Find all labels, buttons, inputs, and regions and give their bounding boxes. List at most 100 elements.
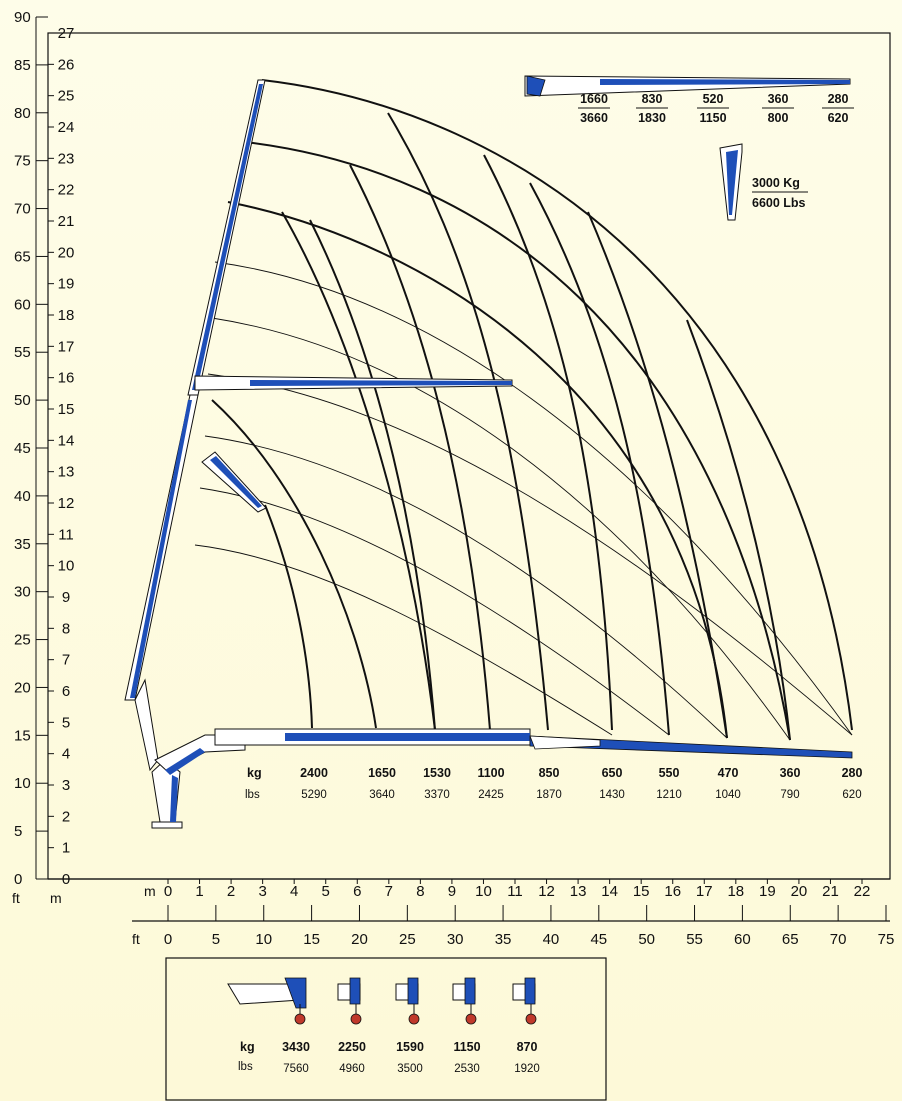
- m-tick-label: 13: [58, 464, 75, 481]
- main-kg-value: 1530: [423, 766, 451, 780]
- m-tick-label: 6: [62, 683, 70, 700]
- height-arc: [214, 261, 853, 736]
- winch-icon: [719, 143, 743, 221]
- height-arc: [211, 317, 791, 741]
- hook-icon: [525, 1013, 537, 1025]
- m-tick-label: 14: [58, 432, 75, 449]
- main-kg-value: 550: [659, 766, 680, 780]
- main-lbs-value: 1870: [536, 789, 562, 801]
- short-boom-angled: [201, 451, 267, 513]
- m-tick-label: 22: [58, 182, 75, 199]
- envelope-arc: [244, 141, 791, 741]
- hook-icon: [350, 1013, 362, 1025]
- jib-kg-value: 830: [642, 92, 663, 106]
- inset-crane-icon: [337, 977, 362, 1025]
- height-arc: [199, 487, 670, 736]
- ft-tick-label: 80: [14, 105, 31, 122]
- m-tick-label: 10: [58, 558, 75, 575]
- bottom-ft-tick-label: 55: [686, 931, 703, 948]
- inset-lbs-label: lbs: [238, 1061, 253, 1073]
- main-kg-value: 470: [718, 766, 739, 780]
- m-tick-label: 21: [58, 213, 75, 230]
- m-tick-label: 4: [62, 746, 70, 763]
- jib-kg-value: 1660: [580, 92, 608, 106]
- main-kg-label: kg: [247, 766, 262, 780]
- reach-line: [211, 399, 377, 729]
- left-ft-unit: ft: [12, 890, 20, 906]
- bottom-ft-tick-label: 35: [495, 931, 512, 948]
- main-lbs-value: 1040: [715, 789, 741, 801]
- m-tick-label: 27: [58, 25, 75, 42]
- bottom-m-tick-label: 11: [507, 883, 523, 900]
- inset-lbs-value: 2530: [454, 1063, 480, 1075]
- bottom-ft-tick-label: 45: [590, 931, 607, 948]
- winch-lbs: 6600 Lbs: [752, 196, 806, 210]
- main-lbs-value: 2425: [478, 789, 504, 801]
- m-tick-label: 9: [62, 589, 70, 606]
- bottom-m-tick-label: 18: [727, 883, 744, 900]
- reach-line: [529, 182, 670, 736]
- hook-icon: [465, 1013, 477, 1025]
- ft-tick-label: 45: [14, 440, 31, 457]
- bottom-ft-tick-label: 50: [638, 931, 655, 948]
- bottom-ft-tick-label: 20: [351, 931, 368, 948]
- m-tick-label: 20: [58, 244, 75, 261]
- jib-lbs-value: 3660: [580, 111, 608, 125]
- main-capacity-labels: 2400 5290 1650 3640 1530 3370 1100 2425 850 1870 6…: [300, 766, 862, 801]
- reach-line: [483, 154, 613, 731]
- jib-lbs-value: 800: [768, 111, 789, 125]
- ft-tick-label: 65: [14, 248, 31, 265]
- ft-tick-label: 10: [14, 775, 31, 792]
- m-tick-label: 12: [58, 495, 75, 512]
- m-tick-label: 18: [58, 307, 75, 324]
- reach-line: [686, 319, 791, 741]
- bottom-m-tick-label: 6: [353, 883, 361, 900]
- main-lbs-value: 1430: [599, 789, 625, 801]
- jib-kg-value: 360: [768, 92, 789, 106]
- bottom-m-tick-label: 21: [822, 883, 839, 900]
- ft-tick-label: 70: [14, 201, 31, 218]
- hook-icon: [294, 1013, 306, 1025]
- jib-lbs-value: 1830: [638, 111, 666, 125]
- reach-line: [387, 112, 549, 731]
- inset-crane-icon: [452, 977, 477, 1025]
- bottom-m-tick-label: 2: [227, 883, 235, 900]
- bottom-m-tick-label: 19: [759, 883, 776, 900]
- bottom-m-tick-label: 16: [664, 883, 681, 900]
- jib-lbs-value: 620: [828, 111, 849, 125]
- ft-tick-label: 75: [14, 153, 31, 170]
- m-tick-label: 26: [58, 56, 75, 73]
- m-tick-label: 16: [58, 370, 75, 387]
- ft-tick-label: 35: [14, 536, 31, 553]
- bottom-m-unit: m: [144, 883, 156, 899]
- m-tick-label: 17: [58, 338, 75, 355]
- ft-tick-label: 50: [14, 392, 31, 409]
- inset-crane-icon: [395, 977, 420, 1025]
- m-tick-label: 24: [58, 119, 75, 136]
- main-kg-value: 280: [842, 766, 863, 780]
- m-tick-label: 23: [58, 150, 75, 167]
- reach-line: [309, 219, 436, 731]
- bottom-m-tick-label: 5: [322, 883, 330, 900]
- m-tick-label: 1: [62, 840, 70, 857]
- bottom-ft-tick-label: 65: [782, 931, 799, 948]
- jib-illustration: [524, 75, 851, 97]
- bottom-ft-tick-label: 15: [303, 931, 320, 948]
- bottom-ft-tick-label: 75: [878, 931, 895, 948]
- inset-kg-value: 2250: [338, 1040, 366, 1054]
- bottom-m-tick-label: 10: [475, 883, 492, 900]
- bottom-m-tick-label: 20: [791, 883, 808, 900]
- main-lbs-value: 620: [842, 789, 861, 801]
- inset-lbs-value: 3500: [397, 1063, 423, 1075]
- m-tick-label: 3: [62, 777, 70, 794]
- m-tick-label: 5: [62, 714, 70, 731]
- height-arc: [194, 544, 613, 736]
- height-arc: [204, 435, 728, 739]
- ft-axis: 0 5 10 15 20 25 30 35 40 45 50 55 60 65 70 75 80 85 90: [14, 9, 48, 888]
- main-lbs-value: 1210: [656, 789, 682, 801]
- bottom-m-tick-label: 9: [448, 883, 456, 900]
- m-tick-label: 11: [58, 526, 74, 543]
- main-lbs-value: 790: [780, 789, 799, 801]
